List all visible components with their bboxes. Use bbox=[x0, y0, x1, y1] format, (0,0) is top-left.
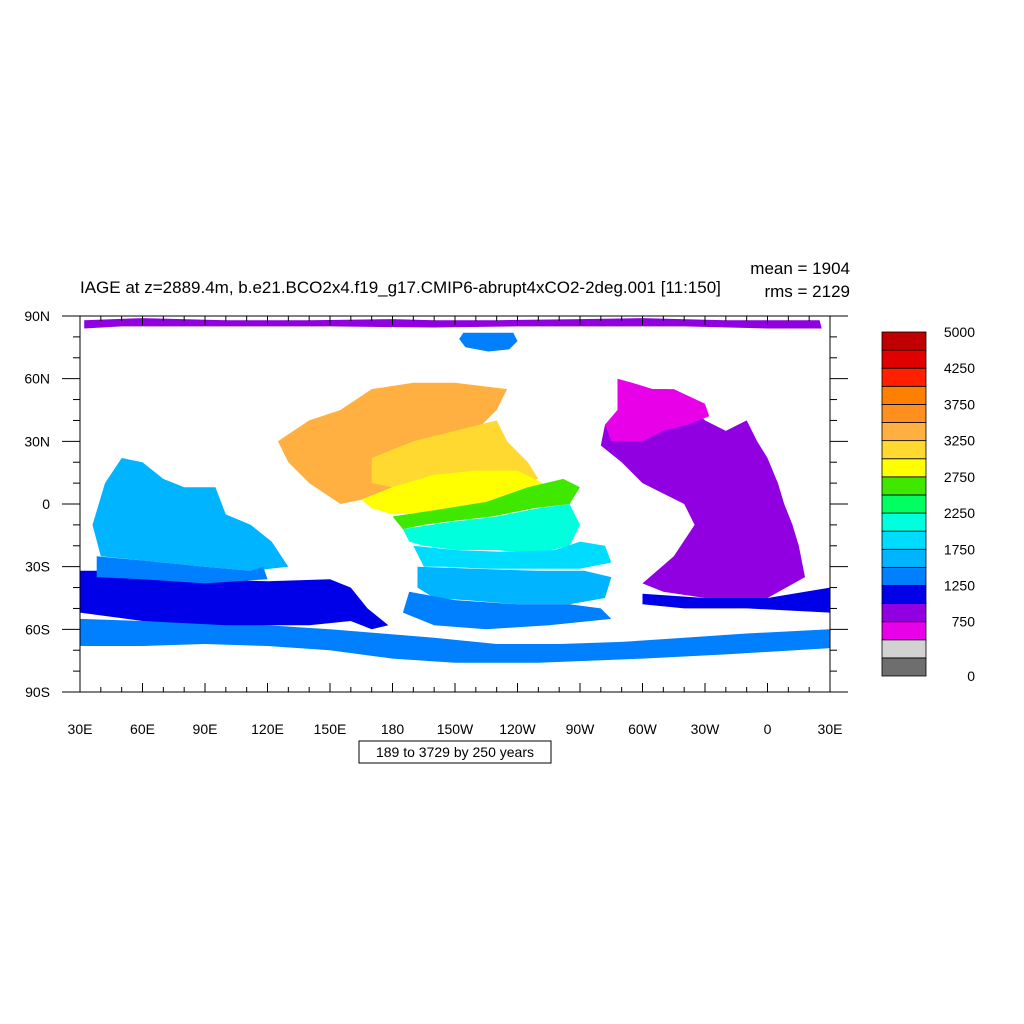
x-tick-label: 90W bbox=[566, 721, 596, 737]
region-pacific-orange bbox=[277, 382, 508, 504]
colorbar-label: 2250 bbox=[944, 505, 975, 521]
colorbar-swatch bbox=[881, 621, 927, 641]
colorbar-swatch bbox=[881, 458, 927, 478]
region-indian-deep-blue bbox=[80, 570, 389, 630]
colorbar-swatch bbox=[881, 494, 927, 514]
colorbar-swatch bbox=[881, 404, 927, 423]
colorbar-swatch bbox=[881, 440, 927, 460]
footnote-box bbox=[358, 740, 552, 764]
region-arctic-ring bbox=[84, 318, 822, 329]
colorbar-labels: 0 750 1250 1750 2250 2750 3250 3750 4250 5000 bbox=[944, 324, 975, 684]
colorbar-swatch bbox=[881, 603, 927, 623]
region-pacific-south bbox=[402, 591, 612, 630]
region-atlantic-magenta-north bbox=[605, 378, 710, 442]
colorbar-swatch bbox=[881, 422, 927, 442]
colorbar-swatch bbox=[881, 331, 927, 351]
x-tick-label: 120W bbox=[499, 721, 536, 737]
x-tick-label: 150W bbox=[437, 721, 474, 737]
colorbar-swatch bbox=[881, 476, 927, 496]
x-tick-labels: 30E 60E 90E 120E 150E 180 150W 120W 90W 60W 30W 0 30… bbox=[68, 721, 843, 737]
region-pacific-yellow-orange bbox=[371, 420, 539, 488]
colorbar-swatch bbox=[881, 566, 927, 586]
x-tick-label: 120E bbox=[251, 721, 284, 737]
colorbar-swatch bbox=[881, 530, 927, 550]
x-tick-label: 150E bbox=[314, 721, 347, 737]
colorbar-label: 750 bbox=[952, 614, 976, 630]
y-tick-label: 90S bbox=[25, 684, 50, 700]
x-tick-label: 60W bbox=[628, 721, 658, 737]
y-tick-label: 60S bbox=[25, 621, 50, 637]
colorbar-label: 0 bbox=[967, 668, 975, 684]
iage-field bbox=[80, 318, 830, 663]
axis-ticks bbox=[62, 315, 848, 693]
x-tick-label: 30E bbox=[818, 721, 843, 737]
colorbar-label: 3250 bbox=[944, 433, 975, 449]
colorbar-label: 5000 bbox=[944, 324, 975, 340]
x-tick-label: 30W bbox=[691, 721, 721, 737]
y-tick-label: 60N bbox=[24, 371, 50, 387]
y-tick-label: 30N bbox=[24, 433, 50, 449]
colorbar-swatch bbox=[881, 385, 927, 405]
region-indian-light bbox=[92, 458, 289, 571]
y-tick-label: 0 bbox=[42, 496, 50, 512]
x-tick-label: 0 bbox=[764, 721, 772, 737]
x-tick-label: 180 bbox=[381, 721, 405, 737]
colorbar-swatch bbox=[881, 349, 927, 369]
x-tick-label: 60E bbox=[130, 721, 155, 737]
region-pacific-lightblue bbox=[417, 566, 612, 605]
colorbar-swatch bbox=[881, 657, 927, 677]
region-pacific-green bbox=[392, 478, 580, 530]
colorbar-swatch bbox=[881, 367, 927, 387]
plot-title: IAGE at z=2889.4m, b.e21.BCO2x4.f19_g17.… bbox=[80, 278, 721, 297]
colorbar-label: 3750 bbox=[944, 396, 975, 412]
colorbar-swatch bbox=[881, 639, 927, 659]
y-tick-label: 30S bbox=[25, 559, 50, 575]
colorbar-label: 1750 bbox=[944, 541, 975, 557]
region-atlantic-south-blue bbox=[642, 587, 830, 613]
region-pacific-aqua bbox=[402, 504, 580, 555]
colorbar-label: 4250 bbox=[944, 360, 975, 376]
colorbar-swatch bbox=[881, 548, 927, 568]
stat-rms: rms = 2129 bbox=[764, 282, 850, 301]
region-indian-mid bbox=[96, 556, 268, 584]
footnote-text: 189 to 3729 by 250 years bbox=[376, 744, 534, 760]
x-tick-label: 30E bbox=[68, 721, 93, 737]
colorbar bbox=[881, 331, 927, 677]
colorbar-label: 2750 bbox=[944, 469, 975, 485]
stat-mean: mean = 1904 bbox=[750, 259, 850, 278]
x-tick-label: 90E bbox=[193, 721, 218, 737]
region-arctic-basin-blue bbox=[459, 332, 518, 352]
colorbar-label: 1250 bbox=[944, 577, 975, 593]
region-pacific-cyan bbox=[413, 541, 612, 569]
y-tick-labels: 90N 60N 30N 0 30S 60S 90S bbox=[24, 308, 50, 700]
colorbar-swatch bbox=[881, 585, 927, 604]
colorbar-swatch bbox=[881, 512, 927, 532]
y-tick-label: 90N bbox=[24, 308, 50, 324]
region-south-ring-deep bbox=[80, 618, 830, 663]
